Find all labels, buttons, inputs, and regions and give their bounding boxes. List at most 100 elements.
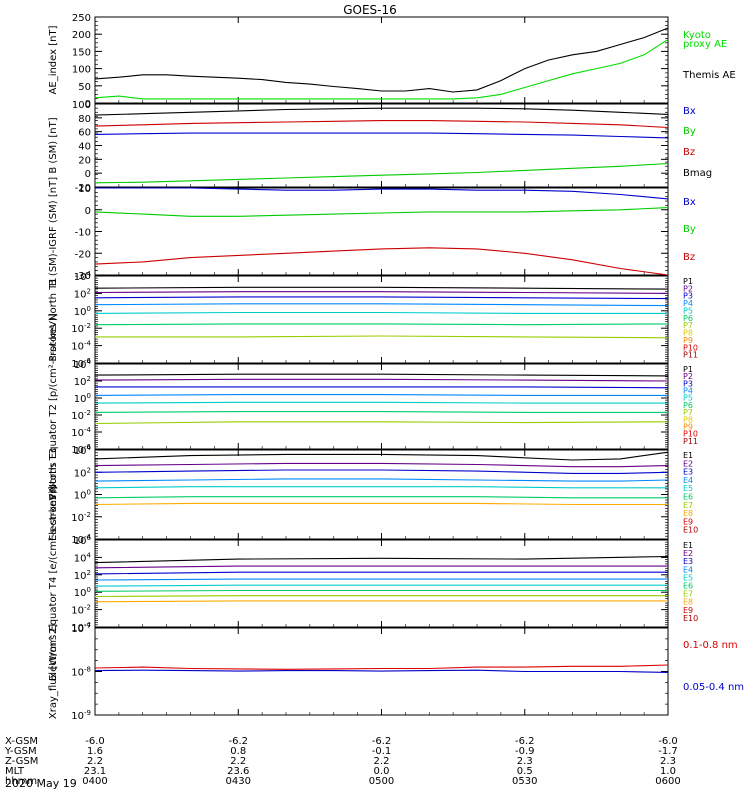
legend-label: E3 bbox=[683, 557, 693, 566]
y-tick-label: 100 bbox=[74, 392, 91, 405]
series-line-2 bbox=[94, 120, 669, 129]
y-tick-label: 10-4 bbox=[71, 533, 91, 546]
series-line-2 bbox=[94, 38, 669, 100]
series-line-7 bbox=[94, 421, 669, 425]
series-line-2 bbox=[94, 462, 669, 468]
x-tick-label: -0.1 bbox=[372, 746, 392, 757]
legend-label: E5 bbox=[683, 484, 693, 493]
y-tick-label: 100 bbox=[74, 489, 91, 502]
series-line-3 bbox=[94, 132, 669, 139]
legend-label: E8 bbox=[683, 598, 693, 607]
legend-label: Bmag bbox=[683, 168, 712, 179]
y-tick-label: 104 bbox=[74, 444, 92, 457]
legend-label: E7 bbox=[683, 590, 693, 599]
x-axis-row-label: Y-GSM bbox=[4, 746, 37, 757]
y-tick-label: 102 bbox=[74, 375, 91, 388]
legend-label: E9 bbox=[683, 517, 693, 526]
series-line-2 bbox=[94, 669, 669, 673]
series-line-2 bbox=[94, 565, 668, 569]
legend-label: P8 bbox=[683, 329, 693, 338]
legend-label: E4 bbox=[683, 565, 693, 574]
x-tick-label: 0.8 bbox=[230, 746, 246, 757]
x-tick-label: 0430 bbox=[226, 776, 251, 787]
series-line-7 bbox=[94, 502, 668, 506]
y-axis-label: B (SM)-IGRF (SM) [nT] bbox=[48, 177, 59, 286]
legend-label: P8 bbox=[683, 415, 693, 424]
legend-label: E2 bbox=[683, 459, 693, 468]
x-tick-label: 2.2 bbox=[230, 756, 246, 767]
legend-label: P3 bbox=[683, 292, 693, 301]
x-tick-label: 0600 bbox=[655, 776, 680, 787]
y-tick-label: 102 bbox=[74, 569, 91, 582]
x-tick-label: 2.2 bbox=[87, 756, 103, 767]
y-tick-label: 10-2 bbox=[71, 604, 91, 617]
x-tick-label: 0.5 bbox=[517, 766, 533, 777]
legend-label: P1 bbox=[683, 277, 693, 286]
y-tick-label: 10-8 bbox=[71, 666, 91, 679]
panel-frame-5 bbox=[94, 363, 669, 450]
x-tick-label: 23.1 bbox=[84, 766, 106, 777]
legend-label: E9 bbox=[683, 606, 693, 615]
series-line-2 bbox=[94, 378, 669, 382]
x-tick-label: 0500 bbox=[369, 776, 394, 787]
x-tick-label: 23.6 bbox=[227, 766, 249, 777]
y-tick-label: 0 bbox=[85, 99, 91, 110]
legend-label: P4 bbox=[683, 387, 693, 396]
legend-label: 0.1-0.8 nm bbox=[683, 640, 738, 651]
legend-label: Bx bbox=[683, 197, 696, 208]
legend-label: P5 bbox=[683, 394, 693, 403]
legend-label: P2 bbox=[683, 372, 693, 381]
series-line-6 bbox=[94, 323, 669, 326]
legend-label: P7 bbox=[683, 408, 693, 417]
legend-label: Bx bbox=[683, 106, 696, 117]
legend-label: E4 bbox=[683, 476, 693, 485]
x-axis-row-label: hhmm bbox=[5, 776, 37, 787]
y-tick-label: 10-6 bbox=[71, 443, 91, 456]
x-tick-label: -6.2 bbox=[228, 736, 248, 747]
legend-label: E1 bbox=[683, 541, 693, 550]
y-tick-label: -30 bbox=[75, 271, 91, 282]
series-line-4 bbox=[94, 303, 669, 307]
legend-label: P11 bbox=[683, 351, 698, 360]
legend-label: P2 bbox=[683, 284, 693, 293]
legend-label: E8 bbox=[683, 509, 693, 518]
y-tick-label: 60 bbox=[78, 128, 91, 139]
series-line-8 bbox=[94, 600, 668, 603]
y-tick-label: 104 bbox=[74, 270, 92, 283]
date-label: 2020 May 19 bbox=[5, 777, 77, 790]
legend-label: P4 bbox=[683, 299, 693, 308]
x-tick-label: 0.0 bbox=[374, 766, 390, 777]
y-tick-label: 102 bbox=[74, 466, 91, 479]
y-tick-label: 10-9 bbox=[71, 709, 91, 722]
y-tick-label: -10 bbox=[75, 228, 91, 239]
y-tick-label: 80 bbox=[78, 114, 91, 125]
series-line-6 bbox=[94, 496, 668, 499]
panel-frame-7 bbox=[94, 539, 669, 628]
y-tick-label: 0 bbox=[85, 206, 91, 217]
legend-label: Bz bbox=[683, 252, 695, 263]
y-tick-label: 10-4 bbox=[71, 340, 91, 353]
legend-label: Bz bbox=[683, 147, 695, 158]
y-tick-label: 20 bbox=[78, 155, 91, 166]
y-axis-label: Electrons Equator T4 [e/(cm²-s-sr-keV)] bbox=[48, 486, 59, 681]
legend-label: P9 bbox=[683, 336, 693, 345]
legend-label: P9 bbox=[683, 422, 693, 431]
series-line-5 bbox=[94, 401, 668, 404]
y-tick-label: -20 bbox=[75, 183, 91, 194]
legend-label: P1 bbox=[683, 365, 693, 374]
series-line-3 bbox=[94, 571, 668, 575]
y-tick-label: 104 bbox=[74, 358, 92, 371]
y-tick-label: 100 bbox=[74, 305, 91, 318]
series-line-1 bbox=[94, 286, 669, 290]
series-line-1 bbox=[94, 373, 669, 377]
x-tick-label: -6.0 bbox=[85, 736, 105, 747]
series-line-4 bbox=[94, 578, 668, 581]
legend-label: E1 bbox=[683, 451, 693, 460]
series-line-4 bbox=[94, 394, 668, 396]
y-tick-label: 104 bbox=[74, 551, 92, 564]
legend-label: P6 bbox=[683, 314, 693, 323]
plot-title: GOES-16 bbox=[343, 3, 397, 17]
series-line-3 bbox=[95, 386, 669, 389]
legend-label: P3 bbox=[683, 379, 693, 388]
